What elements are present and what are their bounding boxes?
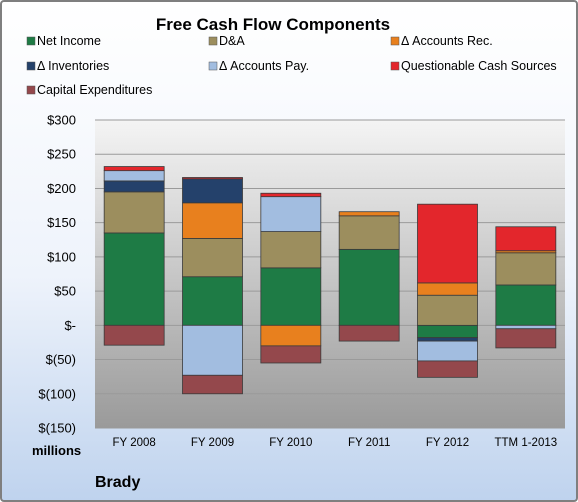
y-tick-label: $(150)	[38, 421, 76, 436]
bars	[103, 166, 557, 395]
legend-label: Capital Expenditures	[37, 83, 152, 97]
bar-segment	[495, 284, 557, 326]
y-tick-label: $(50)	[46, 352, 76, 367]
y-tick-label: $100	[47, 249, 76, 264]
legend-label: Δ Inventories	[37, 59, 109, 73]
bar-segment	[338, 215, 400, 250]
legend-swatch	[208, 36, 218, 46]
x-tick-label: FY 2011	[348, 437, 390, 449]
bar-segment	[495, 324, 557, 330]
bar-segment	[103, 166, 165, 172]
bar-segment	[103, 180, 165, 193]
bar-segment	[417, 360, 478, 378]
y-tick-label: $200	[47, 181, 76, 196]
bar-segment	[495, 252, 557, 286]
bar-segment	[182, 202, 243, 239]
x-tick-label: FY 2012	[426, 437, 469, 449]
legend-swatch	[390, 36, 400, 46]
bar-segment	[338, 211, 400, 217]
x-tick-label: TTM 1-2013	[495, 437, 558, 449]
bar-segment	[103, 191, 165, 234]
legend-label: Δ Accounts Pay.	[219, 59, 309, 73]
x-tick-label: FY 2010	[269, 437, 312, 449]
bar-segment	[417, 340, 478, 362]
gridlines	[95, 119, 565, 429]
bar-segment	[182, 374, 243, 395]
legend-swatch	[26, 61, 36, 71]
bar-segment	[182, 238, 243, 278]
bar-segment	[417, 294, 478, 326]
bar-segment	[417, 203, 478, 284]
bar-segment	[338, 324, 400, 342]
bar-segment	[103, 232, 165, 326]
y-tick-label: $(100)	[38, 386, 76, 401]
bar-segment	[495, 226, 557, 252]
bar-segment	[182, 276, 243, 326]
bar-segment	[182, 177, 243, 180]
legend-swatch	[26, 36, 36, 46]
bar-segment	[338, 248, 400, 326]
bar-segment	[417, 337, 478, 342]
legend-label: Δ Accounts Rec.	[401, 34, 493, 48]
bar-segment	[103, 324, 165, 346]
x-axis: FY 2008 FY 2009 FY 2010 FY 2011 FY 2012 TTM 1…	[113, 437, 558, 449]
y-tick-label: $250	[47, 147, 76, 162]
legend-swatch	[390, 61, 400, 71]
y-tick-label: $300	[47, 113, 76, 128]
bar-segment	[417, 324, 478, 339]
company-label: Brady	[95, 474, 140, 491]
bar-segment	[182, 324, 243, 376]
x-tick-label: FY 2009	[191, 437, 234, 449]
bar-segment	[260, 345, 322, 364]
bar-segment	[417, 282, 478, 296]
chart-title: Free Cash Flow Components	[156, 15, 390, 34]
bar-segment	[260, 196, 322, 232]
units-label: millions	[32, 443, 81, 458]
bar-segment	[260, 231, 322, 269]
legend-swatch	[26, 85, 36, 95]
y-tick-label: $150	[47, 215, 76, 230]
y-tick-label: $-	[64, 318, 76, 333]
bar-segment	[260, 267, 322, 326]
bar-segment	[495, 328, 557, 349]
legend-label: Questionable Cash Sources	[401, 59, 557, 73]
plot-area	[95, 120, 565, 428]
legend-label: Net Income	[37, 34, 101, 48]
y-axis: $300 $250 $200 $150 $100 $50 $- $(50) $(100) $(15…	[38, 113, 76, 436]
bar-segment	[103, 170, 165, 182]
bar-segment	[260, 192, 322, 198]
y-tick-label: $50	[54, 284, 76, 299]
legend: Net Income D&A Δ Accounts Rec. Δ Inventorie…	[26, 34, 557, 97]
bar-segment	[260, 324, 322, 347]
x-tick-label: FY 2008	[113, 437, 156, 449]
legend-swatch	[208, 61, 218, 71]
bar-segment	[182, 178, 243, 204]
legend-label: D&A	[219, 34, 245, 48]
